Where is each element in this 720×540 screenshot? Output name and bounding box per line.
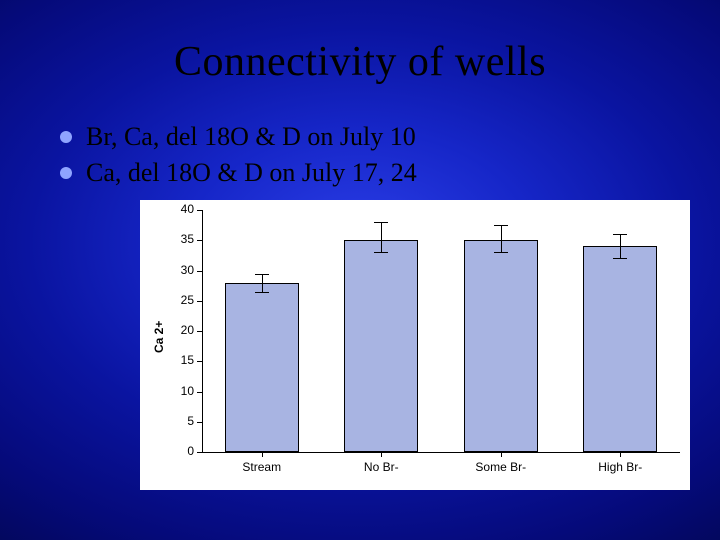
bar [583, 246, 657, 452]
bar [464, 240, 538, 452]
error-cap [255, 292, 269, 293]
bullet-item: Br, Ca, del 18O & D on July 10 [60, 122, 417, 152]
y-tick-label: 15 [160, 353, 194, 367]
y-tick-label: 25 [160, 293, 194, 307]
y-tick-label: 35 [160, 232, 194, 246]
x-tick-label: Some Br- [441, 460, 561, 474]
y-tick [197, 422, 202, 423]
x-tick-label: High Br- [561, 460, 681, 474]
bar [225, 283, 299, 452]
x-tick [381, 452, 382, 457]
bar [344, 240, 418, 452]
y-tick-label: 10 [160, 384, 194, 398]
chart-container: 0510152025303540Ca 2+StreamNo Br-Some Br… [140, 200, 690, 490]
plot-area: 0510152025303540Ca 2+StreamNo Br-Some Br… [202, 210, 680, 452]
y-tick [197, 240, 202, 241]
bullet-text: Br, Ca, del 18O & D on July 10 [86, 122, 416, 152]
error-cap [255, 274, 269, 275]
error-cap [374, 222, 388, 223]
y-tick [197, 210, 202, 211]
bullet-dot-icon [60, 131, 72, 143]
slide: Connectivity of wells Br, Ca, del 18O & … [0, 0, 720, 540]
y-tick-label: 30 [160, 263, 194, 277]
y-tick [197, 331, 202, 332]
x-tick [262, 452, 263, 457]
y-tick [197, 361, 202, 362]
x-tick [501, 452, 502, 457]
slide-title: Connectivity of wells [0, 38, 720, 86]
y-tick [197, 301, 202, 302]
error-bar [620, 234, 621, 258]
x-tick-label: No Br- [322, 460, 442, 474]
bullet-dot-icon [60, 167, 72, 179]
error-bar [262, 274, 263, 292]
error-cap [613, 258, 627, 259]
y-tick-label: 5 [160, 414, 194, 428]
error-cap [494, 225, 508, 226]
bullet-list: Br, Ca, del 18O & D on July 10 Ca, del 18… [60, 122, 417, 194]
error-cap [494, 252, 508, 253]
error-cap [613, 234, 627, 235]
error-bar [501, 225, 502, 252]
y-tick-label: 0 [160, 444, 194, 458]
y-tick-label: 40 [160, 202, 194, 216]
error-cap [374, 252, 388, 253]
y-axis-label: Ca 2+ [152, 321, 166, 353]
y-tick [197, 271, 202, 272]
y-tick [197, 392, 202, 393]
bullet-item: Ca, del 18O & D on July 17, 24 [60, 158, 417, 188]
x-axis [202, 452, 680, 453]
x-tick-label: Stream [202, 460, 322, 474]
error-bar [381, 222, 382, 252]
bullet-text: Ca, del 18O & D on July 17, 24 [86, 158, 417, 188]
y-axis [202, 210, 203, 452]
x-tick [620, 452, 621, 457]
y-tick [197, 452, 202, 453]
